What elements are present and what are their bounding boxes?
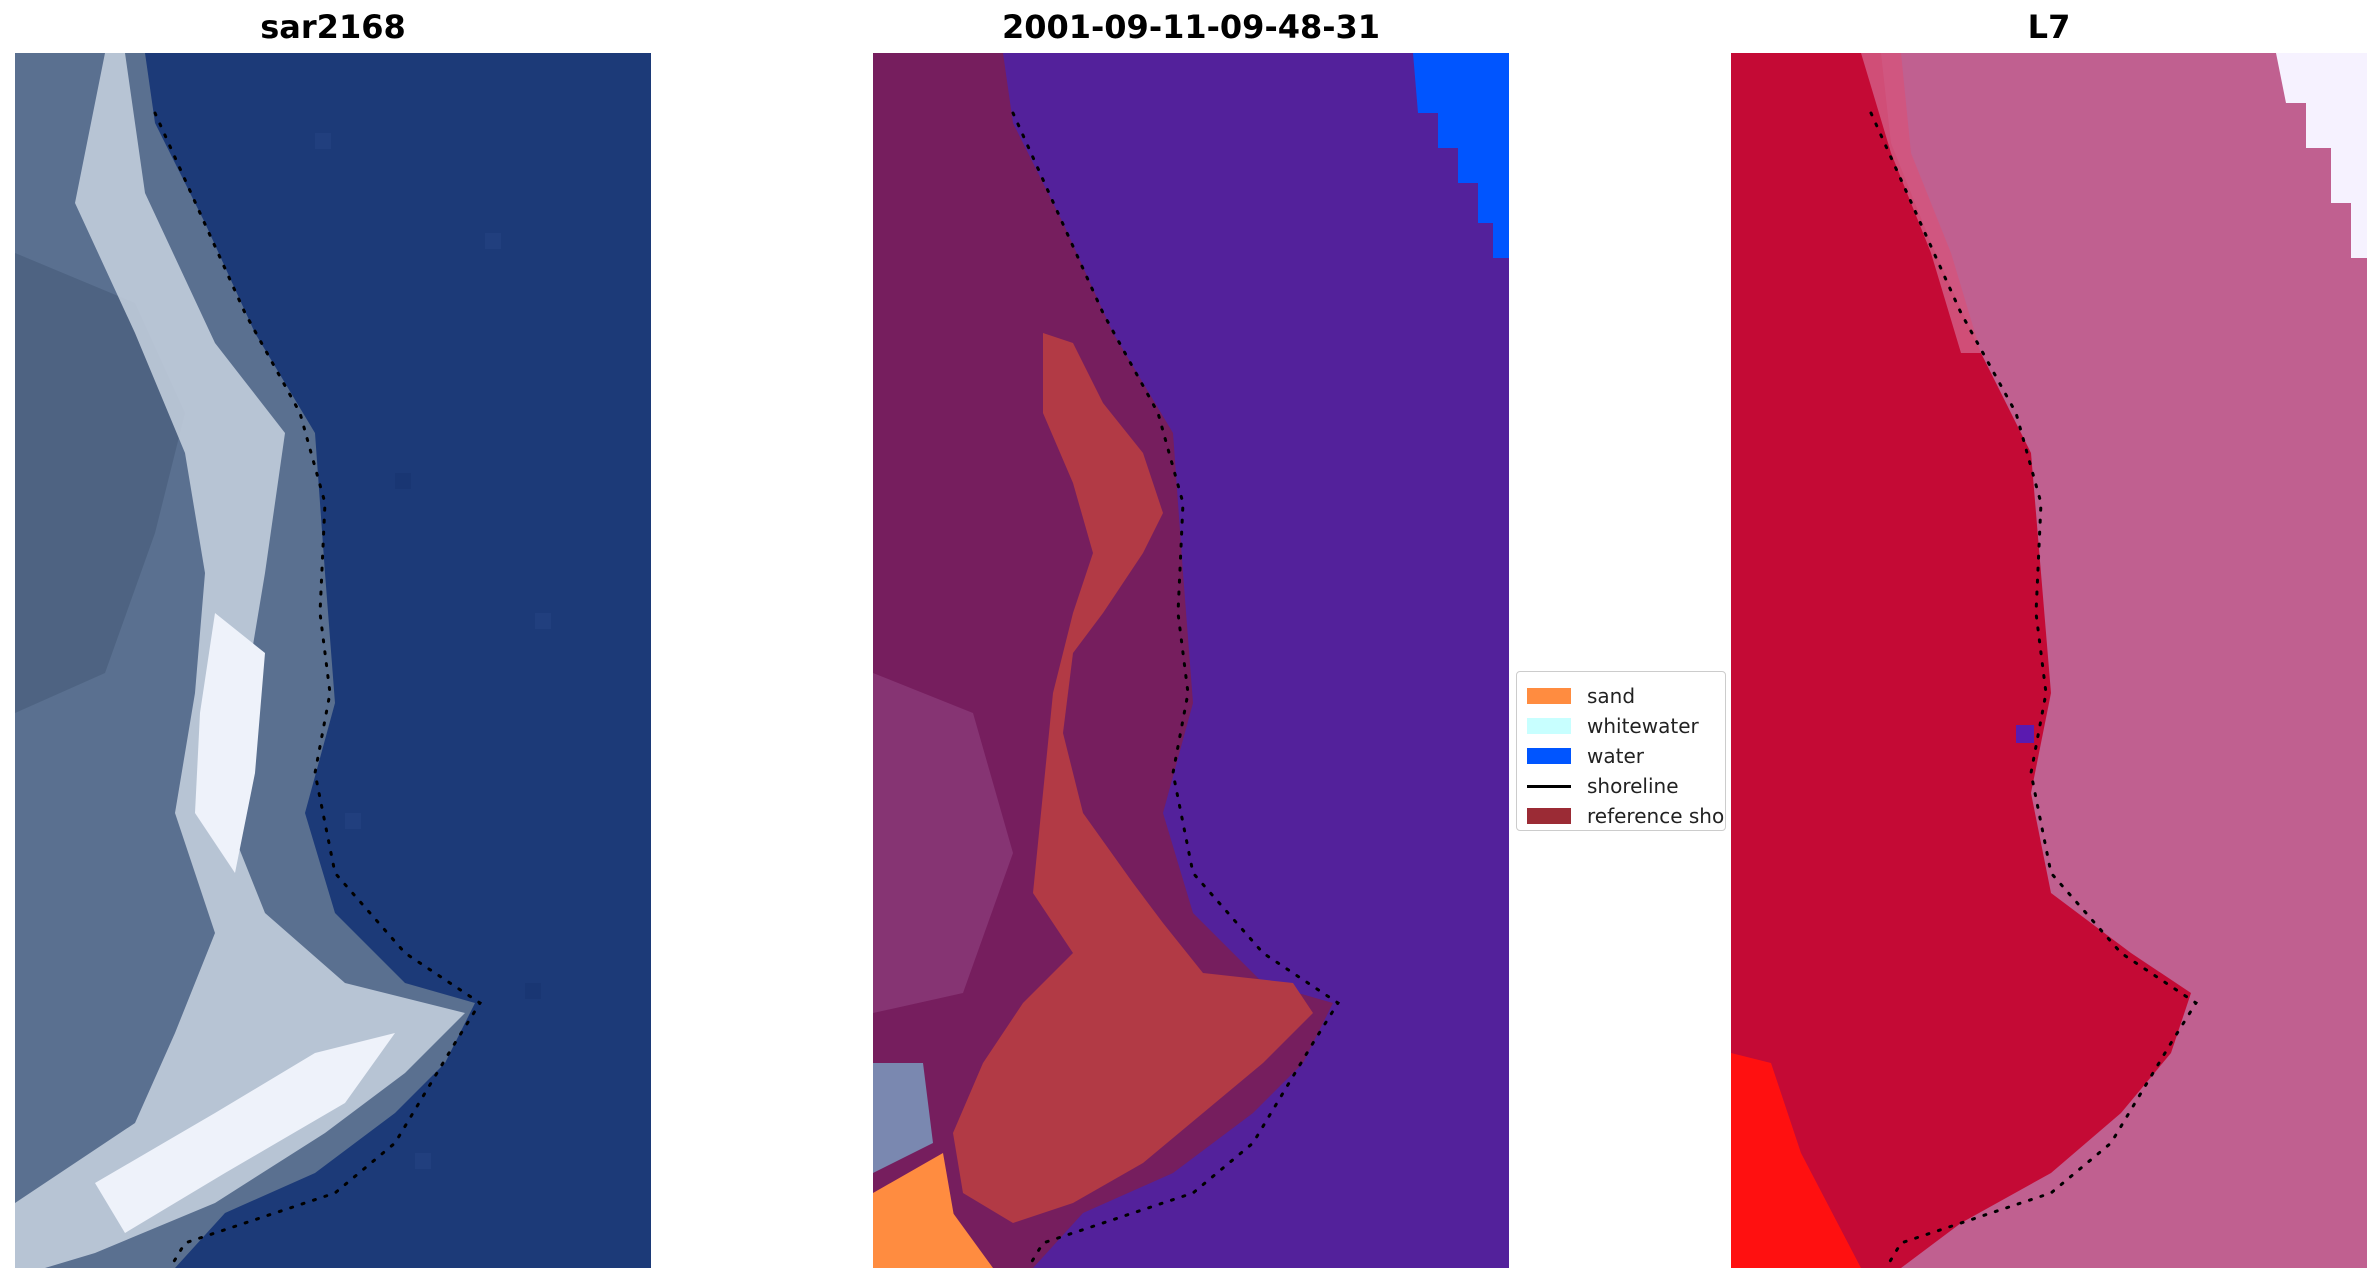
bright-red-patch xyxy=(1731,1053,1861,1268)
shoreline-line xyxy=(1527,784,1571,788)
shoreline-dotted xyxy=(1011,111,1341,1268)
legend-label: shoreline xyxy=(1587,774,1679,798)
legend-label: sand xyxy=(1587,684,1636,708)
panel-false-color: L7 xyxy=(1731,0,2367,1283)
legend-label: whitewater xyxy=(1587,714,1699,738)
panel-title: L7 xyxy=(2027,8,2071,46)
panel-title: 2001-09-11-09-48-31 xyxy=(1001,8,1381,46)
panel-title: sar2168 xyxy=(260,8,406,46)
false-color-image xyxy=(1731,53,2367,1268)
panel-classified: 2001-09-11-09-48-31 xyxy=(873,0,1509,1283)
land-light-patch xyxy=(873,673,1013,1013)
sand-swatch xyxy=(1527,688,1571,704)
legend-label: reference shoreline xyxy=(1587,804,1725,828)
legend-item-shoreline: shoreline xyxy=(1527,774,1725,798)
reference-shoreline-swatch xyxy=(1527,808,1571,824)
shoreline-dotted xyxy=(153,111,483,1268)
legend: sand whitewater water shoreline referenc… xyxy=(1516,671,1726,831)
purple-pixel xyxy=(2016,725,2034,743)
grey-patch xyxy=(873,1063,933,1173)
legend-item-sand: sand xyxy=(1527,684,1725,708)
white-sand-south xyxy=(95,1033,395,1233)
land-pink-edge xyxy=(1861,53,1981,353)
legend-item-whitewater: whitewater xyxy=(1527,714,1725,738)
shoreline-dotted xyxy=(1869,111,2199,1268)
land-dark-patch xyxy=(15,253,185,713)
whitewater-swatch xyxy=(1527,718,1571,734)
legend-label: water xyxy=(1587,744,1644,768)
sand-class-bottom xyxy=(893,1213,993,1268)
legend-item-water: water xyxy=(1527,744,1725,768)
reference-shoreline-overlay xyxy=(953,333,1313,1223)
white-corner xyxy=(2276,53,2367,258)
water-swatch xyxy=(1527,748,1571,764)
land-false-color xyxy=(1731,53,2191,1268)
panel-rgb: sar2168 xyxy=(15,0,651,1283)
rgb-satellite-image xyxy=(15,53,651,1268)
pixel-noise xyxy=(315,133,551,1169)
white-sand xyxy=(195,613,265,873)
classified-image xyxy=(873,53,1509,1268)
land-class xyxy=(873,53,1333,1268)
water-edge-class xyxy=(1413,53,1509,258)
legend-item-reference-shoreline: reference shoreline xyxy=(1527,804,1725,828)
